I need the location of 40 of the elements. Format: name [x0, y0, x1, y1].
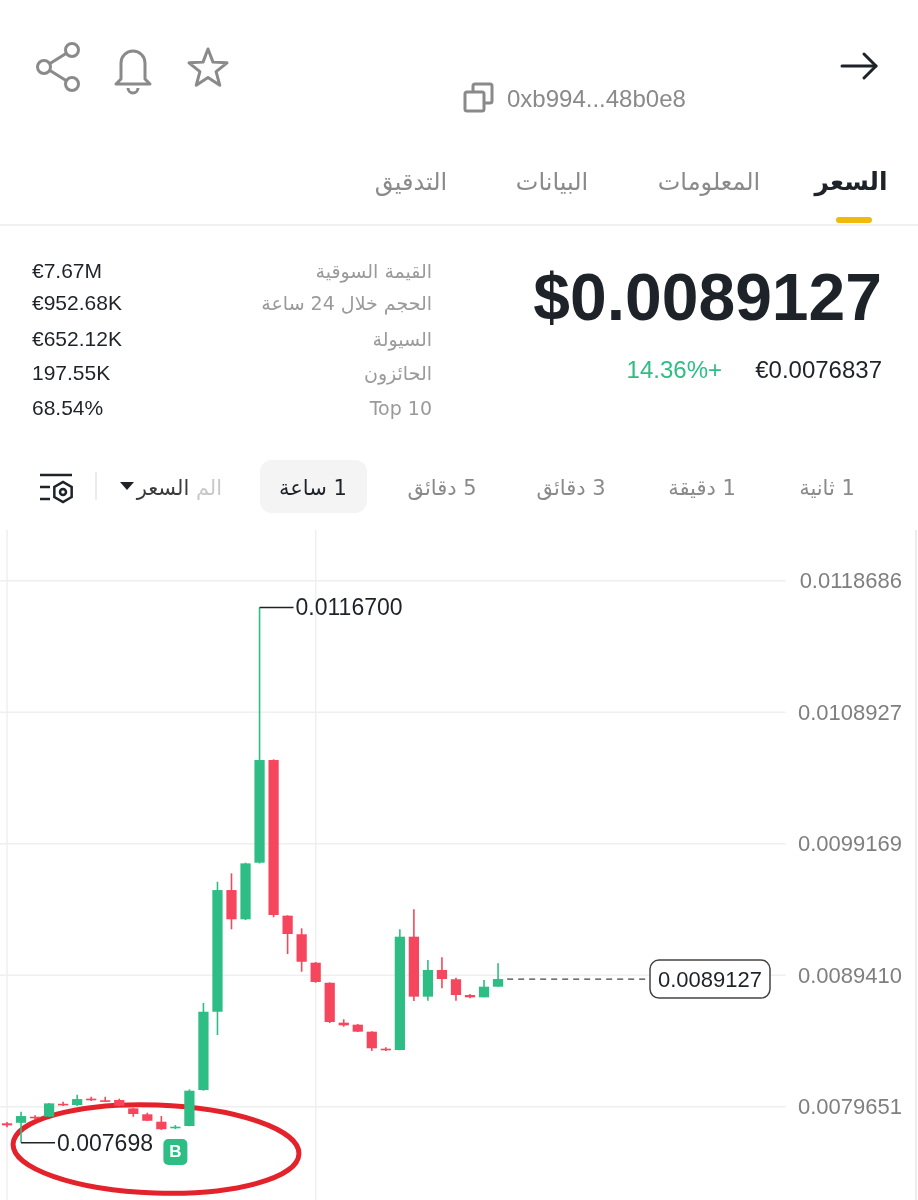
text: $0.0089127	[533, 260, 882, 334]
text: الحجم خلال 24 ساعة	[261, 292, 432, 315]
text: السعر	[135, 476, 190, 500]
y-tick-label: 0.0089410	[798, 962, 902, 988]
text: 14.36%+	[626, 356, 722, 383]
candlestick	[492, 962, 504, 988]
ref-line-label: 0.0089127	[658, 966, 762, 992]
candlestick	[310, 961, 321, 984]
text: 3 دقائق	[536, 476, 606, 500]
candlestick	[366, 1030, 377, 1052]
candlestick	[436, 956, 448, 990]
text: 68.54%	[32, 396, 104, 419]
candlestick	[15, 1110, 27, 1144]
text: 197.55K	[32, 361, 111, 384]
text: 1 دقيقة	[668, 476, 736, 500]
annotation: 0.007698	[57, 1129, 153, 1156]
text: المعلومات	[657, 168, 761, 196]
text: €0.0076837	[755, 356, 882, 383]
text: €652.12K	[32, 327, 122, 350]
y-tick-label: 0.0099169	[798, 831, 902, 857]
text: التدقيق	[374, 168, 448, 196]
text: السيولة	[372, 328, 432, 351]
candlestick	[450, 976, 462, 1002]
text: البيانات	[515, 168, 589, 196]
text: 0xb994...48b0e8	[507, 85, 686, 112]
text: السعر	[812, 167, 888, 197]
text: الحائزون	[363, 362, 432, 385]
text: القيمة السوقية	[315, 260, 432, 283]
y-tick-label: 0.0079651	[798, 1094, 902, 1120]
candlestick	[282, 914, 293, 955]
text: 5 دقائق	[407, 476, 477, 500]
text: Top 10	[368, 397, 432, 419]
text: 1 ثانية	[799, 476, 855, 500]
y-tick-label: 0.0118686	[799, 568, 902, 594]
text: 1 ساعة	[279, 476, 347, 500]
annotation: 0.0116700	[295, 594, 403, 621]
y-tick-label: 0.0108927	[798, 699, 902, 725]
text: €952.68K	[32, 291, 122, 314]
annotation: B	[169, 1142, 182, 1162]
text: €7.67M	[32, 259, 103, 282]
